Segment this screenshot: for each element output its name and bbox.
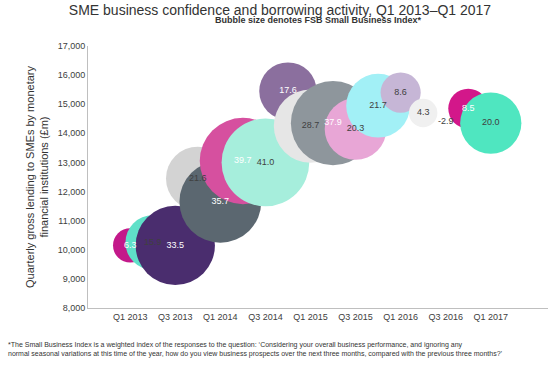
svg-text:17.6: 17.6	[279, 85, 297, 95]
svg-text:Q1 2016: Q1 2016	[383, 312, 418, 322]
svg-text:-2.9: -2.9	[438, 116, 454, 126]
svg-text:Q1 2015: Q1 2015	[293, 312, 328, 322]
svg-text:10,000: 10,000	[58, 245, 86, 255]
svg-text:21.6: 21.6	[189, 173, 207, 183]
svg-text:Q3 2013: Q3 2013	[158, 312, 193, 322]
svg-text:6.3: 6.3	[124, 240, 137, 250]
svg-text:Q1 2013: Q1 2013	[113, 312, 148, 322]
svg-text:15,000: 15,000	[58, 99, 86, 109]
svg-text:20.0: 20.0	[482, 117, 500, 127]
svg-text:15.9: 15.9	[144, 237, 162, 247]
svg-text:16,000: 16,000	[58, 70, 86, 80]
svg-text:39.7: 39.7	[234, 155, 252, 165]
svg-text:Q3 2016: Q3 2016	[428, 312, 463, 322]
svg-text:Q3 2014: Q3 2014	[248, 312, 283, 322]
svg-text:28.7: 28.7	[302, 120, 320, 130]
svg-text:12,000: 12,000	[58, 187, 86, 197]
svg-text:8.6: 8.6	[394, 87, 407, 97]
svg-text:Bubble size denotes FSB Small: Bubble size denotes FSB Small Business I…	[215, 15, 422, 25]
svg-text:21.7: 21.7	[369, 100, 387, 110]
svg-text:Q3 2015: Q3 2015	[338, 312, 373, 322]
svg-text:9,000: 9,000	[63, 274, 86, 284]
svg-text:Quarterly gross lending to SME: Quarterly gross lending to SMEs by monet…	[24, 66, 50, 288]
svg-text:11,000: 11,000	[58, 216, 85, 226]
svg-text:8,000: 8,000	[63, 303, 86, 313]
svg-text:17,000: 17,000	[58, 41, 86, 51]
svg-text:*The Small Business Index is a: *The Small Business Index is a weighted …	[8, 341, 503, 358]
svg-text:4.3: 4.3	[417, 107, 430, 117]
svg-text:Q1 2014: Q1 2014	[203, 312, 238, 322]
svg-text:SME business confidence and bo: SME business confidence and borrowing ac…	[69, 2, 492, 18]
svg-text:20.3: 20.3	[347, 123, 365, 133]
svg-text:14,000: 14,000	[58, 128, 86, 138]
svg-text:35.7: 35.7	[212, 196, 230, 206]
svg-text:8.5: 8.5	[462, 103, 475, 113]
svg-text:Q1 2017: Q1 2017	[474, 312, 509, 322]
svg-text:37.9: 37.9	[324, 117, 342, 127]
svg-text:13,000: 13,000	[58, 158, 86, 168]
svg-text:33.5: 33.5	[167, 240, 185, 250]
svg-text:41.0: 41.0	[257, 157, 275, 167]
